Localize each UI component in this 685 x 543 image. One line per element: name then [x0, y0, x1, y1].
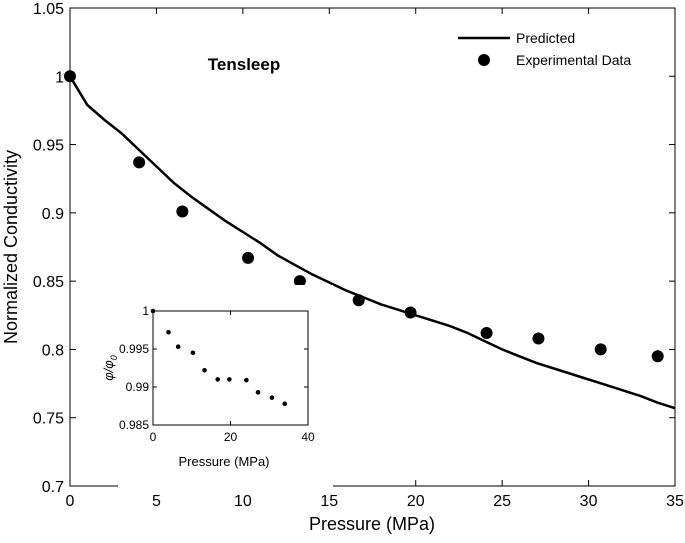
inset-point [244, 377, 249, 383]
y-tick-label: 0.9 [42, 206, 64, 223]
x-tick-label: 20 [407, 493, 425, 510]
inset-point [282, 401, 288, 407]
inset-x-tick-label: 20 [224, 430, 238, 444]
legend: Predicted Experimental Data [458, 30, 631, 68]
experimental-point [352, 294, 365, 307]
inset-x-axis-label: Pressure (MPa) [178, 454, 269, 469]
legend-label-experimental: Experimental Data [516, 52, 631, 68]
inset-point [175, 344, 181, 350]
inset-point [227, 377, 232, 382]
inset-x-tick-label: 0 [150, 430, 157, 444]
x-tick-label: 0 [66, 493, 75, 510]
experimental-point [176, 205, 189, 218]
y-tick-label: 0.75 [33, 411, 64, 428]
legend-label-predicted: Predicted [516, 30, 575, 46]
inset-point [215, 377, 221, 382]
experimental-point [404, 306, 417, 319]
y-tick-label: 0.95 [33, 138, 64, 155]
y-tick-label: 0.7 [42, 479, 64, 496]
inset-point [255, 390, 261, 395]
inset-y-label-main: φ/φ [101, 360, 116, 381]
inset-y-axis-label: φ/φ0 [101, 355, 119, 381]
inset-point [166, 329, 171, 335]
experimental-points [64, 70, 664, 363]
y-tick-label: 1 [55, 69, 64, 86]
inset-point [202, 367, 207, 373]
inset-point [190, 350, 196, 356]
inset-y-tick-label: 1 [142, 304, 149, 318]
inset-y-tick-label: 0.995 [119, 342, 149, 356]
x-tick-label: 25 [493, 493, 511, 510]
experimental-point [594, 343, 607, 356]
inset-point [150, 308, 156, 314]
annotation-tensleep: Tensleep [208, 55, 280, 74]
y-tick-label: 0.85 [33, 274, 64, 291]
main-plot-frame [69, 7, 676, 487]
experimental-point [293, 275, 306, 288]
experimental-point [532, 332, 545, 345]
inset-y-tick-label: 0.985 [119, 418, 149, 432]
experimental-point [651, 350, 664, 363]
inset-x-tick-label: 40 [301, 430, 315, 444]
inset-point [269, 395, 275, 400]
y-tick-label: 0.8 [42, 342, 64, 359]
x-tick-label: 10 [234, 493, 252, 510]
experimental-point [64, 70, 76, 83]
x-tick-label: 15 [320, 493, 338, 510]
inset-y-label-sub: 0 [109, 355, 119, 360]
inset-y-tick-label: 0.99 [126, 380, 150, 394]
predicted-line [68, 75, 676, 410]
inset-ticks [152, 310, 309, 426]
inset-background [118, 285, 333, 487]
x-tick-label: 5 [152, 493, 161, 510]
y-tick-label: 1.05 [33, 1, 64, 18]
experimental-point [133, 156, 146, 169]
x-tick-label: 30 [580, 493, 598, 510]
inset-tick-labels: 0 20 40 0.985 0.99 0.995 1 [119, 304, 315, 444]
inset-points [150, 308, 288, 407]
legend-marker-swatch [478, 54, 490, 66]
x-axis-label: Pressure (MPa) [309, 514, 435, 534]
main-ticks [69, 7, 676, 487]
experimental-point [480, 327, 493, 340]
experimental-point [242, 251, 255, 264]
x-tick-label: 35 [666, 493, 684, 510]
y-axis-label: Normalized Conductivity [1, 150, 21, 344]
